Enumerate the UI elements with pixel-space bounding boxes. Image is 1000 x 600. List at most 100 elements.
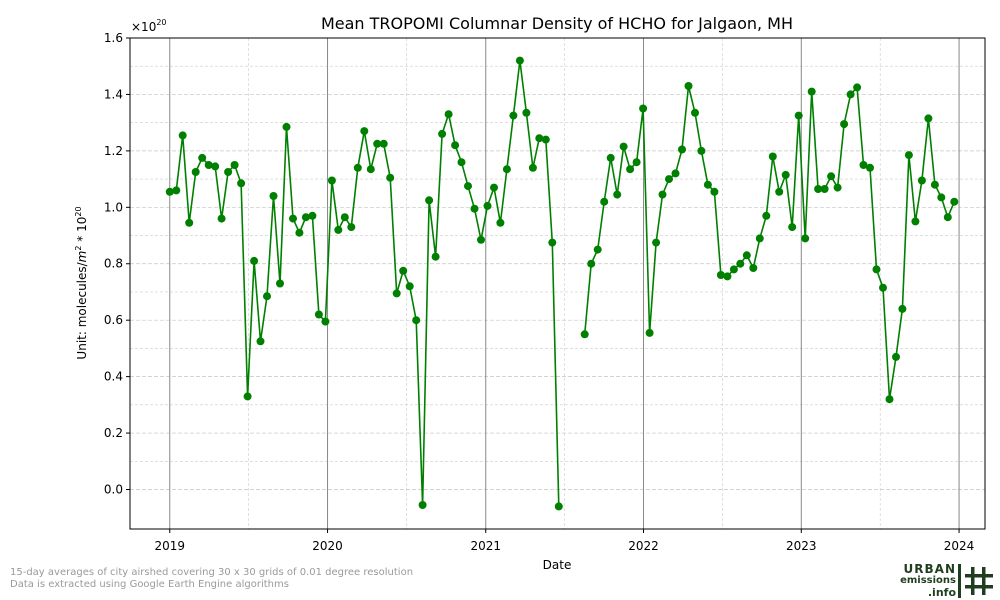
data-point bbox=[736, 259, 745, 268]
data-point bbox=[898, 304, 907, 313]
data-point bbox=[263, 292, 271, 301]
data-point bbox=[801, 234, 810, 243]
data-point bbox=[308, 211, 317, 220]
x-tick-label: 2020 bbox=[312, 539, 343, 553]
data-point bbox=[535, 134, 544, 143]
data-point bbox=[697, 146, 706, 155]
data-point bbox=[276, 279, 284, 288]
data-point bbox=[632, 158, 641, 167]
y-tick-label: 0.4 bbox=[104, 370, 123, 384]
x-tick-label: 2021 bbox=[470, 539, 501, 553]
data-point bbox=[950, 197, 959, 206]
data-point bbox=[256, 337, 265, 346]
data-point bbox=[943, 213, 952, 222]
data-point bbox=[924, 114, 933, 123]
data-point bbox=[431, 252, 440, 261]
axes-frame bbox=[129, 37, 986, 530]
data-point bbox=[522, 108, 531, 117]
y-tick-label: 1.6 bbox=[104, 31, 123, 45]
data-point bbox=[405, 282, 414, 291]
y-tick-label: 0.6 bbox=[104, 313, 123, 327]
x-axis-label: Date bbox=[543, 558, 572, 572]
data-point bbox=[412, 316, 421, 325]
data-point bbox=[327, 176, 336, 185]
data-point bbox=[917, 176, 926, 185]
data-point bbox=[775, 187, 784, 196]
y-tick-label: 0.8 bbox=[104, 257, 123, 271]
data-point bbox=[684, 82, 693, 90]
data-point bbox=[781, 170, 790, 179]
data-point bbox=[314, 310, 323, 319]
data-point bbox=[418, 501, 427, 509]
data-point bbox=[243, 392, 252, 401]
data-point bbox=[742, 251, 751, 260]
data-point bbox=[814, 185, 823, 193]
data-point bbox=[872, 265, 881, 274]
data-point bbox=[470, 204, 479, 213]
data-point bbox=[755, 234, 764, 243]
data-point bbox=[619, 142, 628, 151]
y-scale-multiplier: ×1020 bbox=[131, 18, 167, 34]
logo-word-info: .info bbox=[927, 586, 956, 599]
footnote-resolution: 15-day averages of city airshed covering… bbox=[10, 567, 414, 578]
data-point bbox=[716, 271, 725, 279]
data-point bbox=[444, 110, 453, 119]
data-point bbox=[794, 111, 803, 120]
data-point bbox=[353, 163, 362, 172]
data-point bbox=[678, 145, 686, 154]
data-point bbox=[282, 122, 291, 131]
data-point bbox=[749, 264, 758, 272]
y-tick-label: 1.4 bbox=[104, 87, 123, 101]
urban-emissions-logo: URBAN emissions .info bbox=[898, 563, 998, 599]
data-point bbox=[217, 214, 226, 223]
data-point bbox=[237, 179, 246, 188]
data-point bbox=[879, 283, 887, 292]
y-axis-label: Unit: molecules/m2 * 1020 bbox=[74, 206, 89, 359]
x-tick-label: 2024 bbox=[944, 539, 975, 553]
data-point bbox=[626, 165, 635, 174]
data-point bbox=[204, 161, 213, 169]
logo-grid-icon bbox=[958, 564, 993, 598]
y-tick-label: 1.2 bbox=[104, 144, 123, 158]
data-point bbox=[392, 289, 401, 298]
data-point bbox=[250, 256, 259, 265]
data-point bbox=[671, 169, 680, 178]
data-point bbox=[665, 175, 673, 184]
data-point bbox=[373, 139, 382, 148]
data-point bbox=[606, 153, 615, 162]
data-point bbox=[340, 213, 349, 222]
data-point bbox=[211, 162, 220, 171]
footnote-source: Data is extracted using Google Earth Eng… bbox=[10, 579, 289, 590]
data-point bbox=[528, 163, 537, 172]
y-tick-label: 0.0 bbox=[104, 482, 123, 496]
logo-word-urban: URBAN bbox=[903, 562, 956, 576]
data-point bbox=[457, 158, 466, 167]
series-line-2 bbox=[583, 85, 956, 400]
data-point bbox=[593, 245, 602, 254]
data-point bbox=[360, 127, 369, 136]
data-point bbox=[301, 213, 310, 222]
data-point bbox=[691, 108, 699, 117]
data-point bbox=[729, 265, 738, 274]
data-point bbox=[866, 163, 874, 172]
data-point bbox=[613, 190, 622, 199]
data-point bbox=[807, 87, 816, 96]
data-point bbox=[833, 183, 842, 192]
data-point bbox=[853, 83, 862, 92]
data-point bbox=[548, 238, 557, 247]
data-point bbox=[490, 183, 498, 192]
data-point bbox=[587, 259, 596, 268]
data-point bbox=[515, 56, 524, 65]
data-point bbox=[198, 153, 207, 162]
data-point bbox=[399, 266, 408, 275]
data-point bbox=[820, 185, 829, 193]
data-point bbox=[710, 187, 719, 196]
data-point bbox=[652, 238, 661, 247]
logo-word-emissions: emissions bbox=[900, 575, 956, 586]
data-point bbox=[658, 190, 667, 199]
data-point bbox=[451, 141, 460, 150]
data-point bbox=[762, 211, 771, 220]
data-point bbox=[723, 272, 732, 281]
data-point bbox=[930, 180, 939, 189]
